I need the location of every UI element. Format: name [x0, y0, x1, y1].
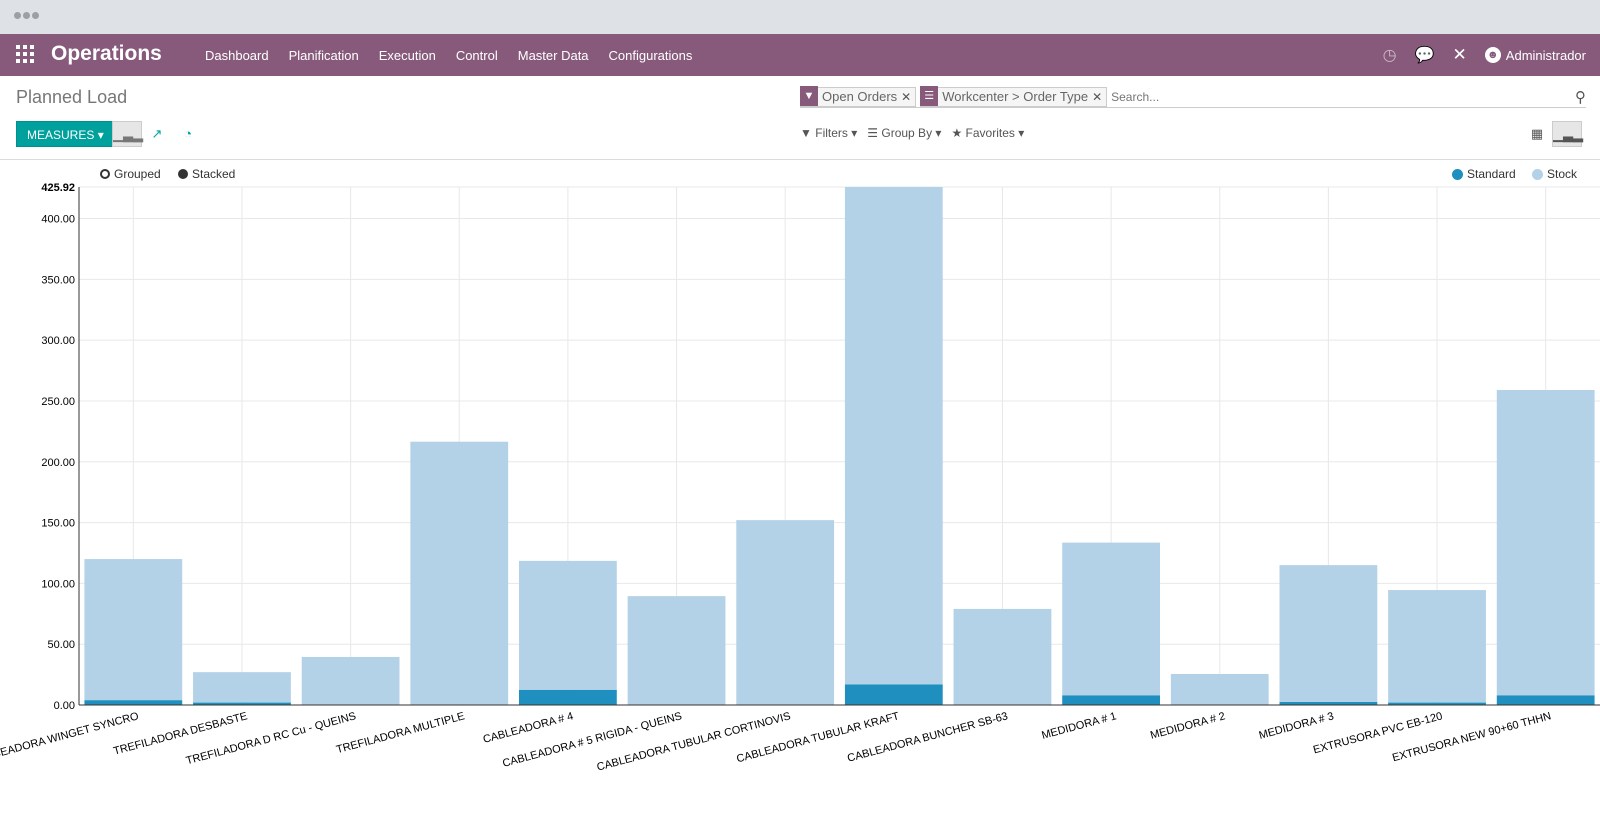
bar-stock — [410, 441, 509, 705]
bar-stock — [1388, 590, 1486, 703]
menu-planification[interactable]: Planification — [288, 47, 359, 63]
menu-execution[interactable]: Execution — [378, 47, 436, 63]
legend-dot-icon — [1532, 168, 1543, 180]
y-tick-label: 50.00 — [47, 639, 75, 651]
y-tick-label: 250.00 — [41, 396, 75, 408]
x-tick-label: CABLEADORA # 4 — [482, 710, 575, 746]
bar-standard — [1388, 702, 1486, 705]
bar-stock — [1279, 565, 1378, 702]
remove-facet-icon[interactable]: ✕ — [1092, 89, 1103, 104]
bar-stock — [1496, 390, 1595, 696]
radio-icon — [178, 169, 188, 179]
group-by-icon: ☰ — [920, 86, 939, 106]
search-options: ▼ Filters ▾ ☰ Group By ▾ ★ Favorites ▾ — [800, 126, 1024, 140]
page-title: Planned Load — [16, 87, 128, 107]
bar-stock — [1062, 542, 1160, 696]
remove-facet-icon[interactable]: ✕ — [901, 89, 912, 104]
y-tick-label: 400.00 — [41, 214, 75, 226]
bar-chart-view-button[interactable]: ▁▃▂ — [112, 121, 143, 147]
group-by-dropdown[interactable]: ☰ Group By ▾ — [867, 126, 942, 140]
x-tick-label: CABLEADORA TUBULAR CORTINOVIS — [596, 710, 792, 773]
bar-stock — [627, 596, 726, 705]
bar-chart-icon: ▁▃▂ — [1553, 127, 1583, 142]
search-bar: ▼ Open Orders ✕ ☰ Workcenter > Order Typ… — [800, 86, 1586, 108]
grouped-toggle[interactable]: Grouped — [100, 167, 161, 181]
y-tick-label: 350.00 — [41, 274, 75, 286]
bar-standard — [1279, 701, 1378, 705]
navbar-systray: ◷ 💬 ✕ ☻ Administrador — [1383, 34, 1586, 76]
main-navbar: Operations Dashboard Planification Execu… — [0, 34, 1600, 76]
browser-chrome — [0, 0, 1600, 34]
debug-tools-icon[interactable]: ✕ — [1452, 45, 1467, 64]
x-tick-label: MEDIDORA # 3 — [1258, 710, 1336, 742]
clock-icon[interactable]: ◷ — [1382, 47, 1397, 64]
app-brand[interactable]: Operations — [51, 42, 162, 65]
control-panel: Planned Load MEASURES ▾ ▁▃▂ ↗ ◔ ▼ Open O… — [0, 76, 1600, 160]
bar-stock — [84, 559, 183, 701]
graph-area: Grouped Stacked Standard Stock 0.00 50.00… — [0, 161, 1600, 820]
y-tick-label: 150.00 — [41, 518, 75, 530]
filter-icon: ▼ — [800, 126, 812, 140]
user-menu[interactable]: ☻ Administrador — [1484, 47, 1586, 63]
pivot-table-icon: ▦ — [1530, 126, 1544, 141]
search-input[interactable] — [1111, 89, 1566, 104]
star-icon: ★ — [951, 126, 963, 140]
x-tick-label: MEDIDORA # 1 — [1040, 710, 1118, 742]
line-chart-view-button[interactable]: ↗ — [142, 121, 172, 147]
window-dots-icon — [14, 12, 39, 19]
bar-standard — [1496, 695, 1595, 705]
pie-chart-icon: ◔ — [184, 126, 192, 141]
graph-view-button[interactable]: ▁▃▂ — [1552, 121, 1583, 147]
bar-stock — [193, 672, 291, 703]
bar-standard — [844, 684, 943, 705]
legend-standard[interactable]: Standard — [1452, 167, 1516, 181]
bar-stock — [1170, 673, 1269, 705]
x-tick-label: TROCEADORA WINGET SYNCRO — [0, 710, 141, 767]
apps-menu-icon[interactable] — [16, 45, 34, 63]
bar-stock — [519, 560, 617, 690]
menu-dashboard[interactable]: Dashboard — [205, 47, 269, 63]
bar-standard — [193, 702, 291, 705]
facet-open-orders[interactable]: ▼ Open Orders ✕ — [800, 86, 917, 107]
x-tick-label: CABLEADORA # 5 RIGIDA - QUEINS — [501, 710, 683, 770]
radio-icon — [100, 169, 110, 179]
user-name: Administrador — [1505, 47, 1586, 63]
bar-chart: 0.00 50.00 100.00 150.00 200.00 250.00 300.00 3… — [0, 182, 1600, 774]
bar-standard — [519, 689, 617, 705]
menu-configurations[interactable]: Configurations — [608, 47, 693, 63]
stacked-toggle[interactable]: Stacked — [178, 167, 235, 181]
y-tick-label: 200.00 — [41, 457, 75, 469]
bar-chart-icon: ▁▃▂ — [113, 127, 143, 142]
top-menu: Dashboard Planification Execution Contro… — [195, 34, 702, 76]
group-by-icon: ☰ — [867, 126, 879, 140]
chat-icon[interactable]: 💬 — [1414, 47, 1435, 64]
bar-stock — [301, 656, 400, 705]
facet-group-by[interactable]: ☰ Workcenter > Order Type ✕ — [920, 86, 1108, 107]
legend-dot-icon — [1452, 168, 1463, 180]
avatar-icon: ☻ — [1484, 47, 1501, 63]
x-tick-label: MEDIDORA # 2 — [1149, 710, 1227, 742]
search-icon[interactable]: ⚲ — [1575, 88, 1586, 106]
pivot-view-button[interactable]: ▦ — [1522, 121, 1552, 147]
bar-standard — [1062, 695, 1160, 705]
y-tick-label: 300.00 — [41, 335, 75, 347]
bar-stock — [736, 520, 835, 705]
bar-stock — [844, 187, 943, 685]
legend-stock[interactable]: Stock — [1532, 167, 1577, 181]
measures-button[interactable]: MEASURES ▾ — [16, 121, 115, 147]
favorites-dropdown[interactable]: ★ Favorites ▾ — [951, 126, 1025, 140]
filters-dropdown[interactable]: ▼ Filters ▾ — [800, 126, 858, 140]
pie-chart-view-button[interactable]: ◔ — [173, 121, 203, 147]
menu-master-data[interactable]: Master Data — [517, 47, 589, 63]
menu-control[interactable]: Control — [455, 47, 498, 63]
y-tick-label: 100.00 — [41, 578, 75, 590]
y-tick-label: 425.92 — [41, 182, 75, 194]
filter-icon: ▼ — [800, 86, 818, 106]
line-chart-icon: ↗ — [151, 126, 163, 141]
y-tick-label: 0.00 — [54, 700, 75, 712]
bar-stock — [953, 608, 1052, 705]
bar-standard — [84, 700, 183, 705]
